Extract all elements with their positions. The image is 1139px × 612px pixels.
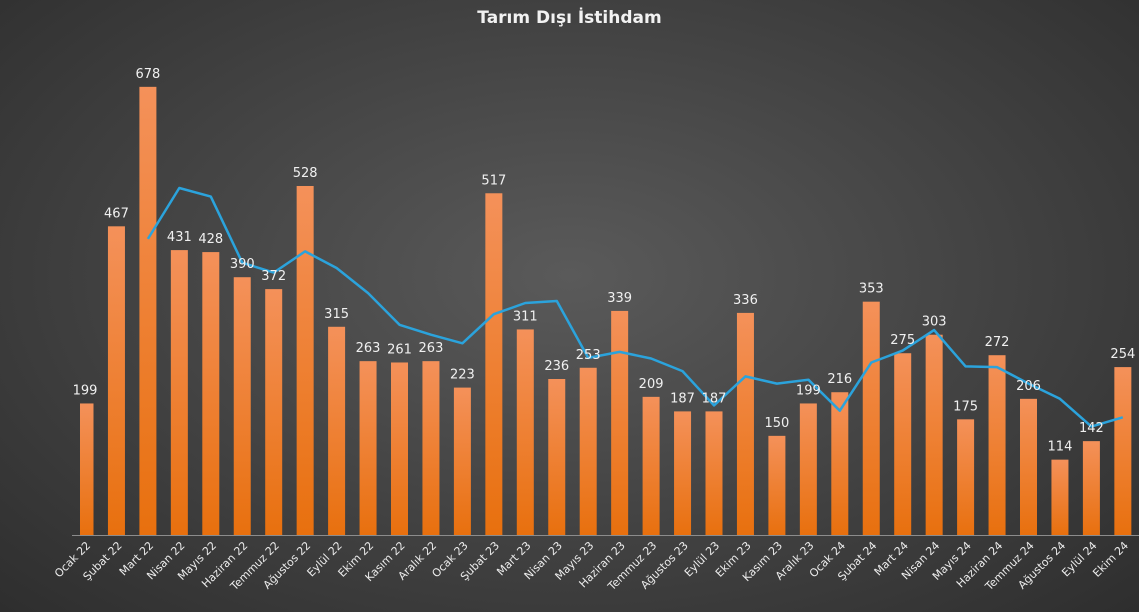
bar: [674, 411, 692, 535]
bar: [422, 361, 440, 535]
bar: [579, 367, 597, 535]
data-label-group: 199 467 678 431 428 390 372 528 315 263 261 263 223 5…: [73, 67, 1136, 455]
data-label: 236: [544, 359, 569, 374]
bar: [736, 312, 754, 535]
series-line: [146, 186, 1124, 428]
data-label: 303: [922, 315, 947, 330]
data-label: 263: [419, 341, 444, 356]
data-label: 315: [324, 307, 349, 322]
bar: [202, 252, 220, 536]
data-label: 223: [450, 368, 475, 383]
bar: [233, 277, 251, 535]
data-label: 263: [356, 341, 381, 356]
data-label: 275: [890, 333, 915, 348]
bar: [139, 86, 157, 535]
data-label: 199: [796, 383, 821, 398]
data-label: 372: [261, 269, 286, 284]
data-label: 390: [230, 257, 255, 272]
bar: [107, 226, 125, 536]
bar: [516, 329, 534, 535]
data-label: 254: [1110, 347, 1135, 362]
bar: [296, 185, 314, 535]
bar: [391, 362, 408, 535]
data-label: 199: [73, 383, 98, 398]
bar: [988, 355, 1006, 535]
data-label: 187: [670, 391, 695, 406]
data-label: 114: [1048, 440, 1073, 455]
bar: [328, 326, 346, 535]
bar: [799, 403, 817, 535]
bar: [80, 403, 94, 535]
bar: [359, 361, 377, 535]
bar: [925, 334, 943, 535]
bar: [768, 435, 786, 535]
data-label: 206: [1016, 379, 1041, 394]
data-label: 528: [293, 166, 318, 181]
data-label: 431: [167, 230, 192, 245]
bar: [611, 310, 629, 535]
data-label: 216: [827, 372, 852, 387]
data-label: 272: [985, 335, 1010, 350]
bar: [1082, 441, 1100, 535]
bar: [642, 396, 660, 535]
bar: [548, 379, 566, 535]
bar-group: [80, 86, 1132, 536]
line-group: [146, 186, 1124, 428]
bar: [265, 289, 283, 535]
data-label: 428: [198, 232, 223, 247]
data-label: 353: [859, 282, 884, 297]
data-label: 175: [953, 399, 978, 414]
data-label: 209: [639, 377, 664, 392]
data-label: 261: [387, 342, 412, 357]
bar: [485, 193, 503, 535]
chart-title: Tarım Dışı İstihdam: [477, 8, 662, 28]
data-label: 253: [576, 348, 601, 363]
bar: [957, 419, 975, 535]
bar: [831, 392, 849, 535]
bar: [1114, 367, 1132, 535]
bar: [453, 387, 471, 535]
data-label: 678: [135, 67, 160, 82]
data-label: 187: [702, 391, 727, 406]
data-label: 336: [733, 293, 758, 308]
bar: [1051, 459, 1069, 535]
data-label: 339: [607, 291, 632, 306]
bar: [894, 353, 912, 535]
data-label: 311: [513, 309, 538, 324]
data-label: 150: [764, 416, 789, 431]
bar: [862, 301, 880, 535]
bar: [705, 411, 723, 535]
data-label: 517: [481, 173, 506, 188]
bar: [170, 250, 188, 535]
bar: [1020, 398, 1037, 535]
data-label: 142: [1079, 421, 1104, 436]
data-label: 467: [104, 206, 129, 221]
